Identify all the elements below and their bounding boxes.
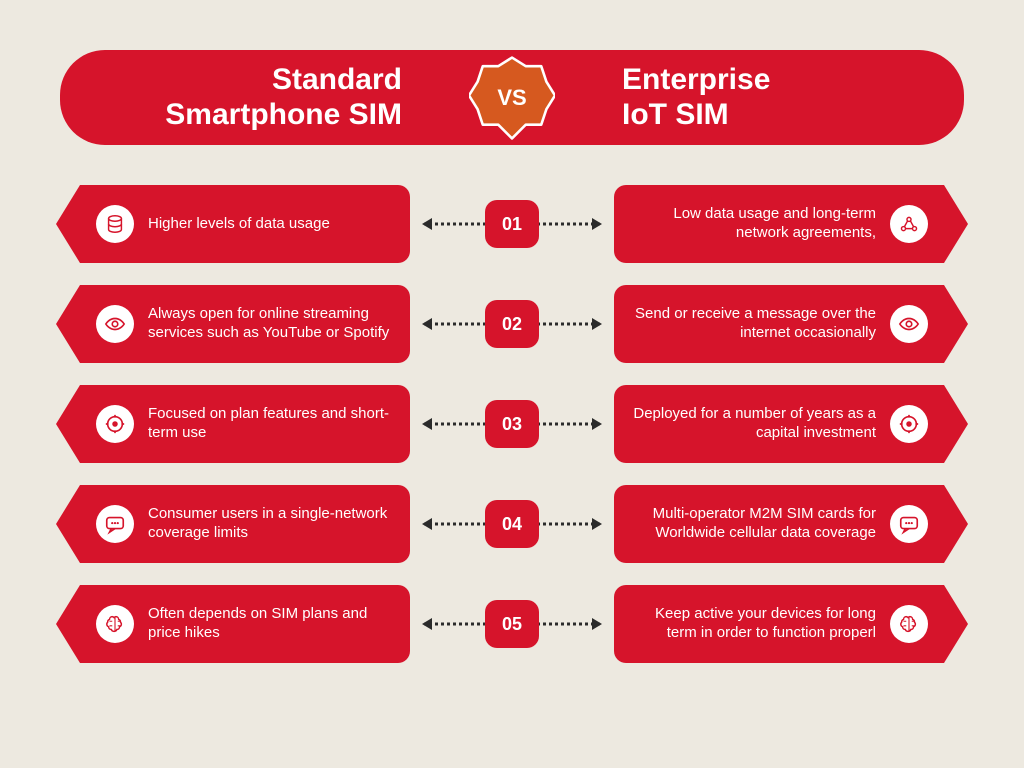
row-number-badge: 03 bbox=[485, 400, 539, 448]
connector: 04 bbox=[424, 500, 600, 548]
row-number-badge: 01 bbox=[485, 200, 539, 248]
row-number-badge: 04 bbox=[485, 500, 539, 548]
right-card: Send or receive a message over the inter… bbox=[614, 285, 944, 363]
right-card: Deployed for a number of years as a capi… bbox=[614, 385, 944, 463]
header-left-title: Standard Smartphone SIM bbox=[60, 63, 512, 132]
header-right-line2: IoT SIM bbox=[622, 98, 729, 131]
message-icon bbox=[890, 505, 928, 543]
brain-icon bbox=[96, 605, 134, 643]
left-card-text: Always open for online streaming service… bbox=[148, 305, 394, 343]
left-card-text: Focused on plan features and short-term … bbox=[148, 405, 394, 443]
comparison-row: Consumer users in a single-network cover… bbox=[80, 485, 944, 563]
comparison-row: Always open for online streaming service… bbox=[80, 285, 944, 363]
right-card-text: Low data usage and long-term network agr… bbox=[630, 205, 876, 243]
message-icon bbox=[96, 505, 134, 543]
comparison-row: Often depends on SIM plans and price hik… bbox=[80, 585, 944, 663]
connector: 01 bbox=[424, 200, 600, 248]
left-card: Always open for online streaming service… bbox=[80, 285, 410, 363]
left-card: Higher levels of data usage bbox=[80, 185, 410, 263]
connector: 02 bbox=[424, 300, 600, 348]
row-number-badge: 05 bbox=[485, 600, 539, 648]
vs-label: VS bbox=[497, 85, 526, 111]
comparison-rows: Higher levels of data usage 01 Low data … bbox=[60, 185, 964, 663]
right-card-text: Keep active your devices for long term i… bbox=[630, 605, 876, 643]
header-right-line1: Enterprise bbox=[622, 63, 770, 96]
eye-icon bbox=[890, 305, 928, 343]
right-card-text: Deployed for a number of years as a capi… bbox=[630, 405, 876, 443]
target-icon bbox=[890, 405, 928, 443]
header-left-line2: Smartphone SIM bbox=[165, 98, 402, 131]
right-card: Low data usage and long-term network agr… bbox=[614, 185, 944, 263]
left-card: Focused on plan features and short-term … bbox=[80, 385, 410, 463]
comparison-header: Standard Smartphone SIM VS Enterprise Io… bbox=[60, 50, 964, 145]
left-card-text: Often depends on SIM plans and price hik… bbox=[148, 605, 394, 643]
row-number-badge: 02 bbox=[485, 300, 539, 348]
network-icon bbox=[890, 205, 928, 243]
database-icon bbox=[96, 205, 134, 243]
connector: 03 bbox=[424, 400, 600, 448]
brain-icon bbox=[890, 605, 928, 643]
comparison-row: Higher levels of data usage 01 Low data … bbox=[80, 185, 944, 263]
left-card: Consumer users in a single-network cover… bbox=[80, 485, 410, 563]
right-card: Keep active your devices for long term i… bbox=[614, 585, 944, 663]
eye-icon bbox=[96, 305, 134, 343]
header-left-line1: Standard bbox=[272, 63, 402, 96]
right-card-text: Multi-operator M2M SIM cards for Worldwi… bbox=[630, 505, 876, 543]
connector: 05 bbox=[424, 600, 600, 648]
header-right-title: Enterprise IoT SIM bbox=[512, 63, 964, 132]
right-card-text: Send or receive a message over the inter… bbox=[630, 305, 876, 343]
left-card-text: Consumer users in a single-network cover… bbox=[148, 505, 394, 543]
comparison-row: Focused on plan features and short-term … bbox=[80, 385, 944, 463]
vs-badge: VS bbox=[469, 55, 555, 141]
left-card-text: Higher levels of data usage bbox=[148, 215, 394, 234]
right-card: Multi-operator M2M SIM cards for Worldwi… bbox=[614, 485, 944, 563]
left-card: Often depends on SIM plans and price hik… bbox=[80, 585, 410, 663]
target-icon bbox=[96, 405, 134, 443]
